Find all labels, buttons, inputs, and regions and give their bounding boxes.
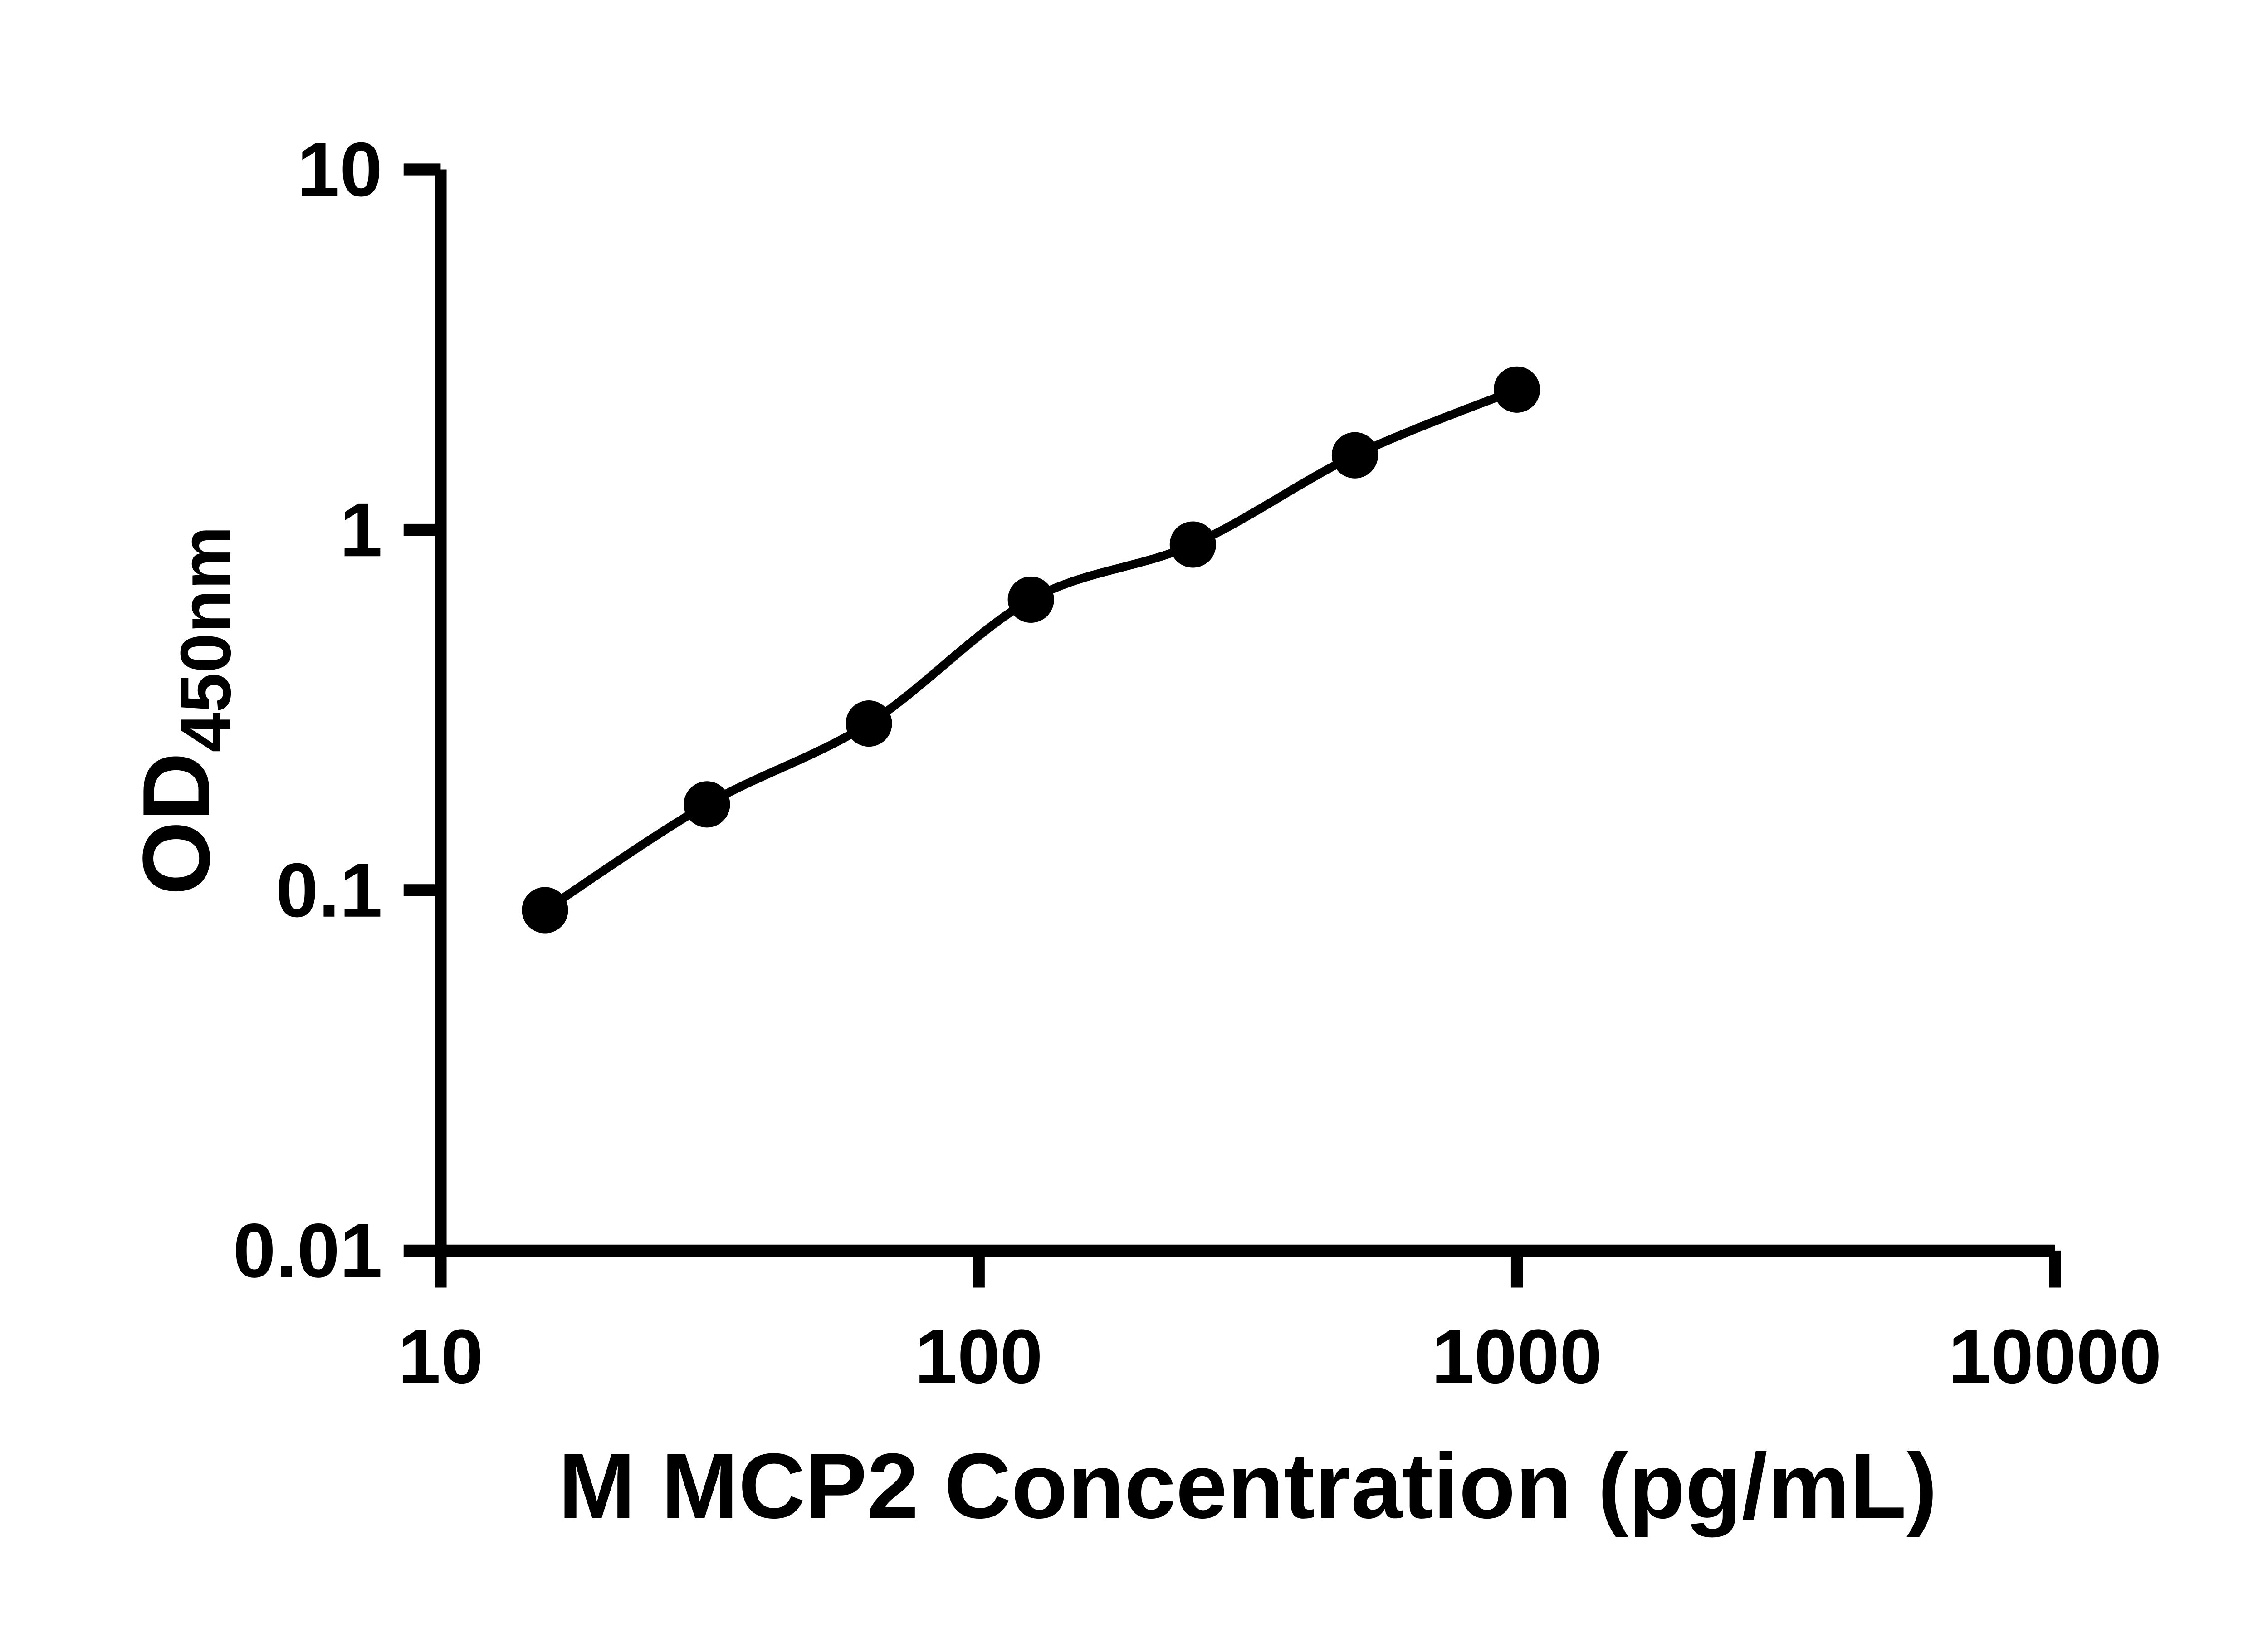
y-tick-label: 1 (340, 487, 382, 572)
data-point (1007, 576, 1054, 623)
axes-frame (435, 169, 2055, 1257)
y-tick-label: 10 (297, 127, 382, 212)
data-point (1169, 521, 1216, 568)
x-tick-label: 1000 (1432, 1314, 1602, 1399)
y-axis-title-main: OD (123, 753, 230, 895)
data-point (684, 781, 730, 828)
x-axis-title: M MCP2 Concentration (pg/mL) (558, 1434, 1937, 1538)
y-axis-title: OD450nm (123, 526, 246, 895)
x-tick-label: 10000 (1948, 1314, 2161, 1399)
x-tick-label: 10 (398, 1314, 483, 1399)
data-point (1331, 432, 1378, 479)
data-point (522, 887, 568, 934)
y-tick-label: 0.01 (233, 1208, 382, 1293)
plot-layer: 10 100 1000 10000 0.01 0.1 1 10 (233, 127, 2162, 1399)
data-point (846, 700, 892, 747)
x-tick-label: 100 (915, 1314, 1043, 1399)
y-axis-title-sub: 450nm (166, 526, 246, 753)
data-point (1493, 366, 1540, 413)
y-tick-label: 0.1 (276, 847, 382, 933)
